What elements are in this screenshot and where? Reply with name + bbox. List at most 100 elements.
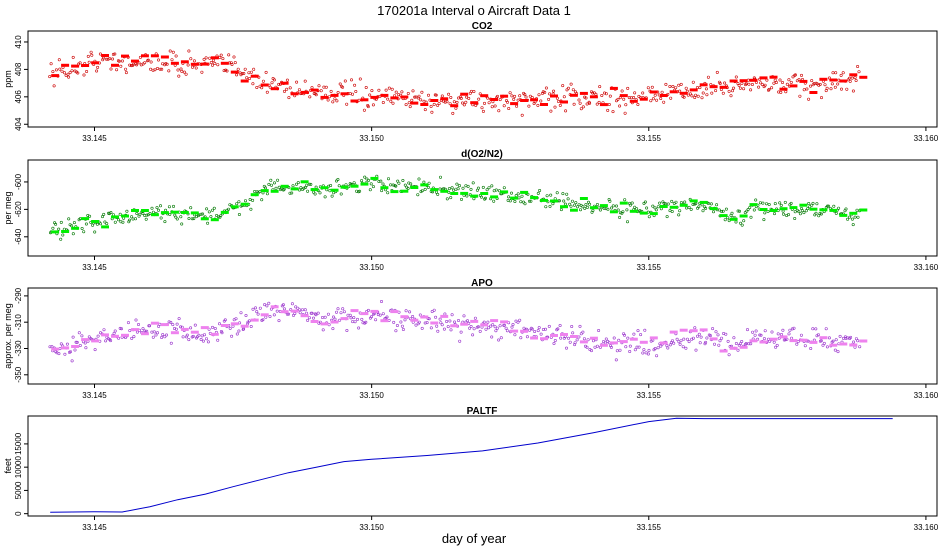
data-point	[376, 313, 380, 317]
data-point	[469, 324, 473, 328]
data-point	[78, 61, 82, 65]
x-tick-label: 33.145	[82, 391, 107, 400]
data-point	[179, 215, 183, 219]
data-point	[57, 227, 61, 231]
data-point	[334, 310, 338, 314]
data-point	[693, 326, 697, 330]
data-point	[687, 205, 691, 209]
data-point	[651, 97, 655, 101]
data-point	[708, 334, 712, 338]
data-point	[604, 92, 608, 96]
data-point	[456, 318, 460, 322]
data-point	[154, 333, 158, 337]
data-point	[216, 63, 220, 67]
data-point	[269, 183, 273, 187]
data-point	[644, 351, 648, 355]
data-point	[251, 82, 255, 86]
data-point	[338, 82, 342, 86]
data-point	[665, 344, 669, 348]
data-point	[300, 308, 304, 312]
data-point	[718, 82, 722, 86]
data-point	[381, 182, 385, 186]
data-point	[798, 212, 802, 216]
data-point	[68, 71, 72, 75]
data-point	[585, 345, 589, 349]
data-point	[732, 86, 736, 90]
data-point	[662, 201, 666, 205]
data-point	[611, 110, 615, 114]
data-point	[497, 338, 501, 342]
data-point	[519, 336, 523, 340]
data-point	[857, 70, 861, 74]
data-point	[260, 198, 264, 202]
data-point	[189, 206, 193, 210]
data-point	[106, 57, 110, 61]
data-point	[810, 79, 814, 83]
data-point	[339, 311, 343, 315]
data-point	[401, 327, 405, 331]
data-point	[823, 83, 827, 87]
data-point	[588, 202, 592, 206]
data-point	[642, 348, 646, 352]
data-point	[237, 329, 241, 333]
data-point	[624, 103, 628, 107]
data-point	[425, 321, 429, 325]
y-tick-label: -310	[14, 314, 23, 331]
data-point	[569, 204, 573, 208]
data-point	[426, 93, 430, 97]
data-point	[682, 95, 686, 99]
data-point	[230, 62, 234, 66]
data-point	[180, 69, 184, 73]
data-point	[438, 187, 442, 191]
data-point	[305, 311, 309, 315]
data-point	[617, 338, 621, 342]
data-point	[738, 86, 742, 90]
data-point	[344, 183, 348, 187]
data-point	[211, 325, 215, 329]
data-point	[358, 189, 362, 193]
data-point	[152, 330, 156, 334]
data-point	[430, 110, 434, 114]
data-point	[736, 348, 740, 352]
data-point	[678, 209, 682, 213]
data-point	[460, 101, 464, 105]
data-point	[411, 89, 415, 93]
data-point	[747, 82, 751, 86]
data-point	[310, 86, 314, 90]
data-point	[288, 86, 292, 90]
data-point	[670, 339, 674, 343]
data-point	[67, 217, 71, 221]
data-point	[494, 188, 498, 192]
data-point	[176, 68, 180, 72]
data-point	[814, 327, 818, 331]
data-point	[772, 340, 776, 344]
data-point	[721, 209, 725, 213]
data-point	[484, 327, 488, 331]
data-point	[321, 328, 325, 332]
data-point	[117, 218, 121, 222]
data-point	[581, 330, 585, 334]
data-point	[698, 341, 702, 345]
data-point	[763, 329, 767, 333]
data-point	[400, 90, 404, 94]
data-point	[508, 91, 512, 95]
data-point	[808, 84, 812, 88]
data-point	[78, 343, 82, 347]
data-point	[182, 70, 186, 74]
data-point	[233, 61, 237, 65]
data-point	[487, 326, 491, 330]
data-point	[630, 201, 634, 205]
data-point	[492, 199, 496, 203]
data-point	[774, 345, 778, 349]
data-point	[792, 326, 796, 330]
data-point	[452, 320, 456, 324]
data-point	[423, 187, 427, 191]
data-point	[618, 104, 622, 108]
data-point	[181, 335, 185, 339]
data-point	[146, 58, 150, 62]
data-point	[352, 316, 356, 320]
data-point	[513, 333, 517, 337]
data-point	[584, 96, 588, 100]
data-point	[525, 335, 529, 339]
